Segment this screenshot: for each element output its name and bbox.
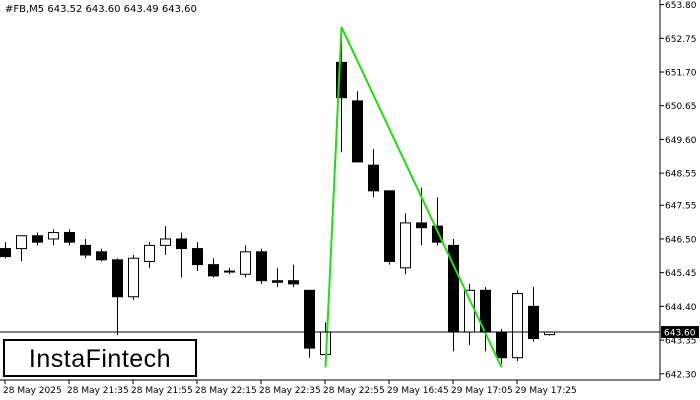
candle-body-bullish — [464, 289, 475, 333]
candle-body-bearish — [352, 100, 363, 163]
y-tick-label: 647.55 — [665, 202, 697, 212]
pattern-lines-layer — [324, 26, 503, 368]
candle-body-bullish — [224, 270, 235, 273]
candle-body-bearish — [80, 244, 91, 256]
candle-body-bearish — [528, 305, 539, 339]
candle-body-bullish — [144, 244, 155, 262]
candle-body-bearish — [272, 280, 283, 283]
candle-body-bearish — [288, 280, 299, 285]
candle-body-bearish — [192, 248, 203, 266]
candle-body-bullish — [160, 238, 171, 246]
y-tick-label: 642.30 — [665, 370, 697, 380]
candle-body-bullish — [240, 251, 251, 275]
candle-body-bullish — [48, 232, 59, 240]
x-tick-label: 28 May 22:55 — [323, 386, 385, 396]
x-tick-label: 29 May 17:25 — [515, 386, 577, 396]
candle-body-bearish — [0, 248, 11, 258]
candle-body-bullish — [512, 293, 523, 359]
y-axis: 653.80 652.75 651.70 650.65 649.60 648.55 647.… — [660, 1, 697, 380]
x-tick-label: 29 May 17:05 — [451, 386, 513, 396]
candle-body-bearish — [96, 251, 107, 261]
y-tick-label: 646.50 — [665, 235, 697, 245]
double-top-pattern-line — [324, 27, 343, 368]
symbol-header: #FB,M5 643.52 643.60 643.49 643.60 — [5, 4, 197, 15]
candle-body-bearish — [384, 190, 395, 262]
x-axis: 28 May 2025 28 May 21:35 28 May 21:55 28 Ma… — [3, 380, 577, 396]
candle-body-bearish — [496, 331, 507, 359]
y-tick-label: 652.75 — [665, 35, 697, 45]
current-price-label: 643.60 — [664, 329, 696, 339]
current-price-tag — [661, 326, 699, 339]
candle-body-bullish — [400, 222, 411, 269]
candles-layer — [0, 39, 555, 365]
x-tick-label: 28 May 22:15 — [195, 386, 257, 396]
y-tick-label: 650.65 — [665, 102, 697, 112]
instafintech-logo: InstaFintech — [3, 339, 197, 377]
candle-body-bearish — [256, 251, 267, 282]
y-tick-label: 651.70 — [665, 69, 697, 79]
y-tick-label: 649.60 — [665, 136, 697, 146]
y-tick-label: 643.35 — [665, 337, 697, 347]
candle-body-bearish — [368, 164, 379, 192]
x-tick-label: 28 May 21:55 — [131, 386, 193, 396]
y-tick-label: 645.45 — [665, 269, 697, 279]
x-tick-label: 28 May 21:35 — [67, 386, 129, 396]
y-tick-label: 648.55 — [665, 170, 697, 180]
candle-body-bearish — [176, 238, 187, 250]
double-top-pattern-line — [340, 26, 503, 368]
candle-body-bullish — [16, 235, 27, 250]
candle-body-bearish — [432, 225, 443, 243]
logo-text: InstaFintech — [28, 345, 172, 373]
y-tick-label: 653.80 — [665, 1, 697, 11]
x-tick-label: 28 May 2025 — [3, 386, 62, 396]
candle-body-bearish — [32, 235, 43, 243]
candle-body-bearish — [304, 289, 315, 349]
x-tick-label: 28 May 22:35 — [259, 386, 321, 396]
x-tick-label: 29 May 16:45 — [387, 386, 449, 396]
current-price-layer: 643.60 — [0, 326, 699, 339]
candle-body-bearish — [416, 222, 427, 229]
candle-body-bearish — [336, 61, 347, 99]
candle-body-bearish — [64, 232, 75, 243]
candle-body-bullish — [128, 257, 139, 298]
y-tick-label: 644.40 — [665, 303, 697, 313]
candle-body-bearish — [208, 264, 219, 277]
candle-body-bearish — [112, 259, 123, 298]
